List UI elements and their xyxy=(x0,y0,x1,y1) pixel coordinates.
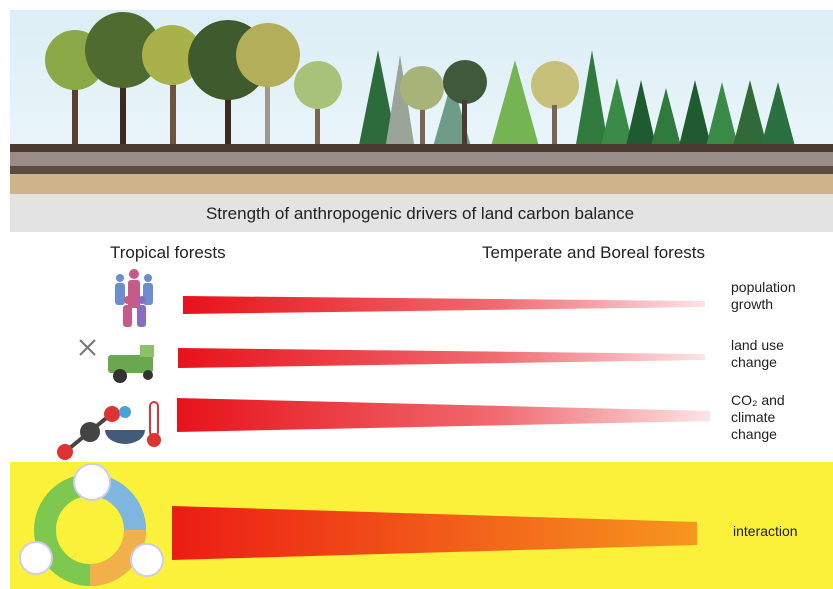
driver-label: population growth xyxy=(731,279,796,312)
label-line: change xyxy=(731,354,777,370)
driver-label: land use change xyxy=(731,337,784,370)
driver-label: CO₂ and climate change xyxy=(731,392,785,442)
interaction-icon xyxy=(19,463,164,586)
label-line: interaction xyxy=(733,523,798,539)
population-icon xyxy=(115,269,153,327)
label-line: CO₂ and xyxy=(731,392,785,408)
label-line: climate xyxy=(731,409,776,425)
wedge-co2 xyxy=(177,398,710,432)
co2-climate-icon xyxy=(57,401,161,460)
label-line: land use xyxy=(731,337,784,353)
label-line: change xyxy=(731,426,777,442)
title-band xyxy=(10,194,833,232)
driver-label: interaction xyxy=(733,523,798,539)
column-right: Temperate and Boreal forests xyxy=(482,243,705,262)
land-use-icon xyxy=(79,339,154,383)
landscape xyxy=(10,10,833,194)
wedge-population xyxy=(183,296,705,314)
label-line: growth xyxy=(731,296,773,312)
column-left: Tropical forests xyxy=(110,243,226,262)
wedge-interaction xyxy=(172,506,697,560)
label-line: population xyxy=(731,279,796,295)
header-title: Strength of anthropogenic drivers of lan… xyxy=(206,204,634,223)
wedge-land-use xyxy=(178,348,705,368)
